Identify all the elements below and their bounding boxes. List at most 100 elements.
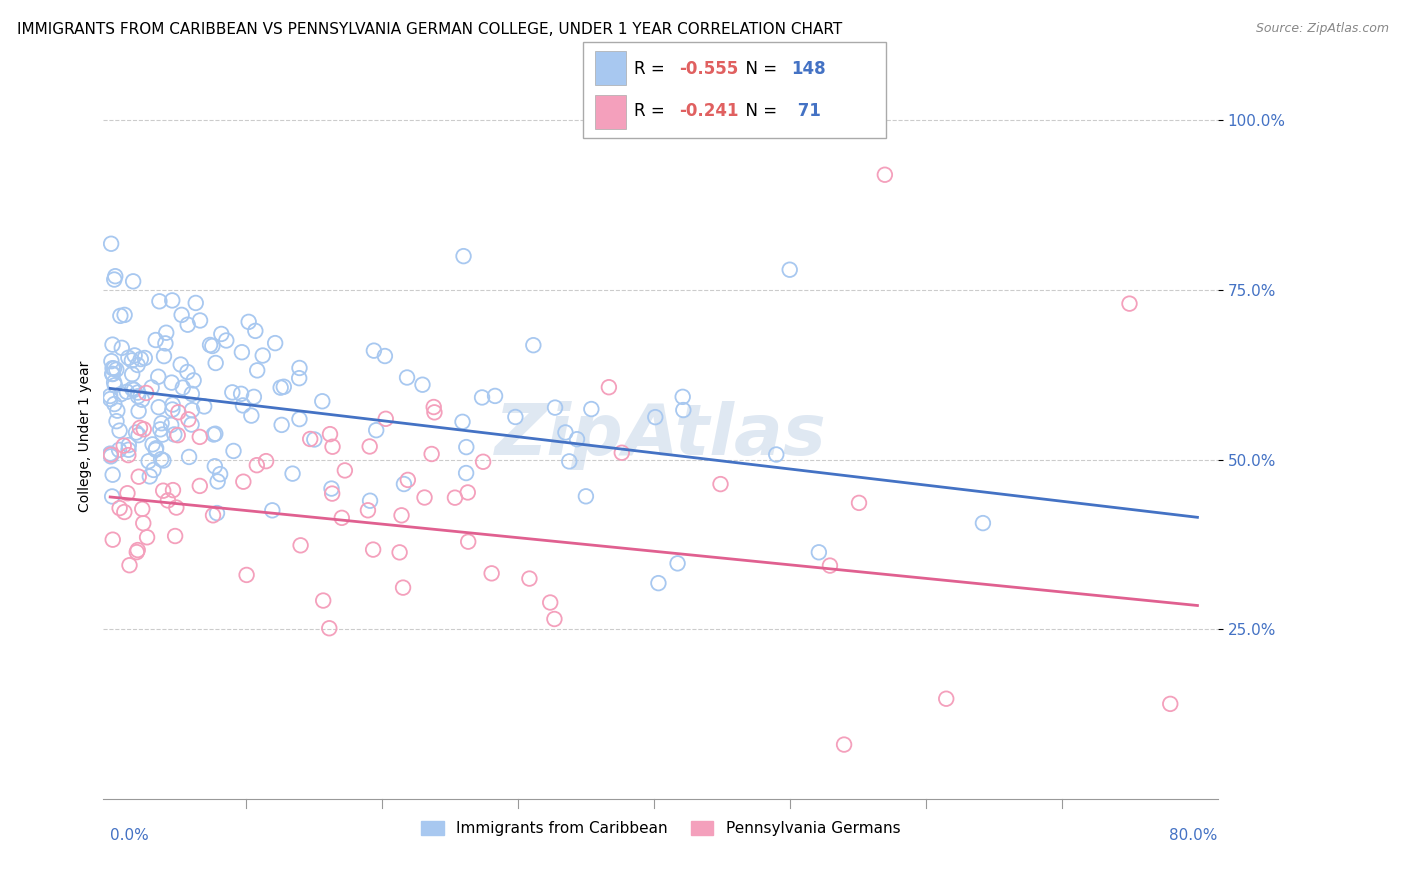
Point [235, 568, 257, 582]
Point [396, 473, 419, 487]
Point [246, 363, 269, 377]
Text: N =: N = [735, 103, 783, 120]
Point [453, 249, 475, 263]
Legend: Immigrants from Caribbean, Pennsylvania Germans: Immigrants from Caribbean, Pennsylvania … [415, 814, 907, 842]
Point [162, 402, 184, 417]
Point [160, 417, 183, 432]
Point [103, 361, 125, 376]
Point [204, 426, 226, 441]
Point [231, 345, 253, 359]
Point [131, 392, 153, 407]
Point [204, 356, 226, 370]
Point [522, 338, 544, 352]
Point [229, 387, 252, 401]
Point [366, 423, 388, 437]
Point [610, 446, 633, 460]
Point [519, 572, 541, 586]
Point [101, 467, 124, 482]
Point [128, 404, 150, 418]
Point [198, 338, 221, 352]
Point [374, 349, 396, 363]
Point [481, 566, 503, 581]
Point [544, 401, 567, 415]
Point [125, 545, 148, 559]
Text: IMMIGRANTS FROM CARIBBEAN VS PENNSYLVANIA GERMAN COLLEGE, UNDER 1 YEAR CORRELATI: IMMIGRANTS FROM CARIBBEAN VS PENNSYLVANI… [17, 22, 842, 37]
Point [155, 336, 177, 351]
Point [666, 557, 689, 571]
Point [505, 409, 527, 424]
Point [396, 370, 419, 384]
Point [388, 545, 411, 559]
Point [110, 387, 132, 401]
Point [232, 398, 254, 412]
Point [392, 477, 415, 491]
Point [166, 428, 188, 442]
Text: R =: R = [634, 103, 671, 120]
Point [124, 348, 146, 362]
Point [145, 333, 167, 347]
Point [873, 168, 896, 182]
Text: N =: N = [735, 60, 783, 78]
Point [108, 442, 131, 457]
Point [131, 502, 153, 516]
Point [153, 349, 176, 363]
Point [222, 444, 245, 458]
Point [101, 361, 124, 376]
Point [215, 334, 238, 348]
Point [105, 403, 128, 417]
Point [270, 417, 292, 432]
Point [98, 392, 121, 406]
Point [359, 440, 381, 454]
Point [117, 448, 139, 462]
Point [240, 409, 263, 423]
Point [575, 489, 598, 503]
Point [165, 529, 187, 543]
Point [165, 500, 187, 515]
Point [121, 353, 143, 368]
Point [104, 269, 127, 284]
Point [162, 293, 184, 308]
Point [779, 262, 801, 277]
Text: 148: 148 [792, 60, 827, 78]
Point [152, 453, 174, 467]
Point [103, 376, 125, 390]
Point [100, 236, 122, 251]
Point [115, 384, 138, 399]
Point [299, 432, 322, 446]
Point [709, 477, 731, 491]
Point [127, 358, 149, 372]
Point [290, 538, 312, 552]
Point [121, 382, 143, 396]
Point [110, 309, 132, 323]
Point [209, 467, 232, 482]
Point [304, 433, 326, 447]
Y-axis label: College, Under 1 year: College, Under 1 year [79, 360, 93, 512]
Point [321, 482, 343, 496]
Point [201, 339, 224, 353]
Point [359, 493, 381, 508]
Point [101, 533, 124, 547]
Text: ZipAtlas: ZipAtlas [495, 401, 827, 470]
Point [972, 516, 994, 530]
Point [152, 427, 174, 442]
Point [150, 452, 173, 467]
Point [181, 403, 204, 417]
Point [188, 313, 211, 327]
Point [391, 508, 413, 523]
Point [644, 410, 666, 425]
Point [581, 402, 603, 417]
Point [374, 412, 396, 426]
Point [105, 362, 128, 376]
Point [156, 493, 179, 508]
Point [148, 369, 170, 384]
Point [312, 593, 335, 607]
Point [311, 394, 333, 409]
Point [148, 400, 170, 414]
Point [112, 505, 135, 519]
Point [117, 442, 139, 457]
Point [209, 326, 232, 341]
Point [118, 438, 141, 452]
Point [333, 463, 356, 477]
Point [672, 403, 695, 417]
Point [205, 506, 228, 520]
